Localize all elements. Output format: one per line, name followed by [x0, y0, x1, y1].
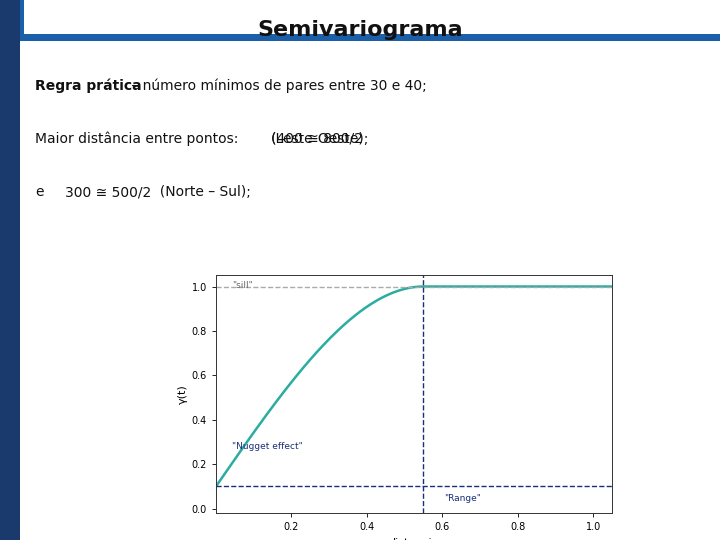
Text: – número mínimos de pares entre 30 e 40;: – número mínimos de pares entre 30 e 40; — [127, 79, 426, 93]
Text: 300 ≅ 500/2: 300 ≅ 500/2 — [66, 185, 151, 199]
Text: (Leste-Oeste);: (Leste-Oeste); — [271, 132, 369, 146]
Text: "sill": "sill" — [232, 281, 253, 291]
Text: Maior distância entre pontos:: Maior distância entre pontos: — [35, 132, 239, 146]
Text: (Norte – Sul);: (Norte – Sul); — [151, 185, 251, 199]
Text: Semivariograma: Semivariograma — [257, 19, 463, 40]
Text: "Nugget effect": "Nugget effect" — [232, 442, 302, 451]
Text: (400 ≅ 800/2: (400 ≅ 800/2 — [271, 132, 362, 146]
Text: Regra prática: Regra prática — [35, 79, 142, 93]
Text: "Range": "Range" — [444, 495, 480, 503]
Y-axis label: γ(t): γ(t) — [177, 384, 187, 404]
Text: e: e — [35, 185, 44, 199]
X-axis label: distancia: distancia — [389, 538, 439, 540]
